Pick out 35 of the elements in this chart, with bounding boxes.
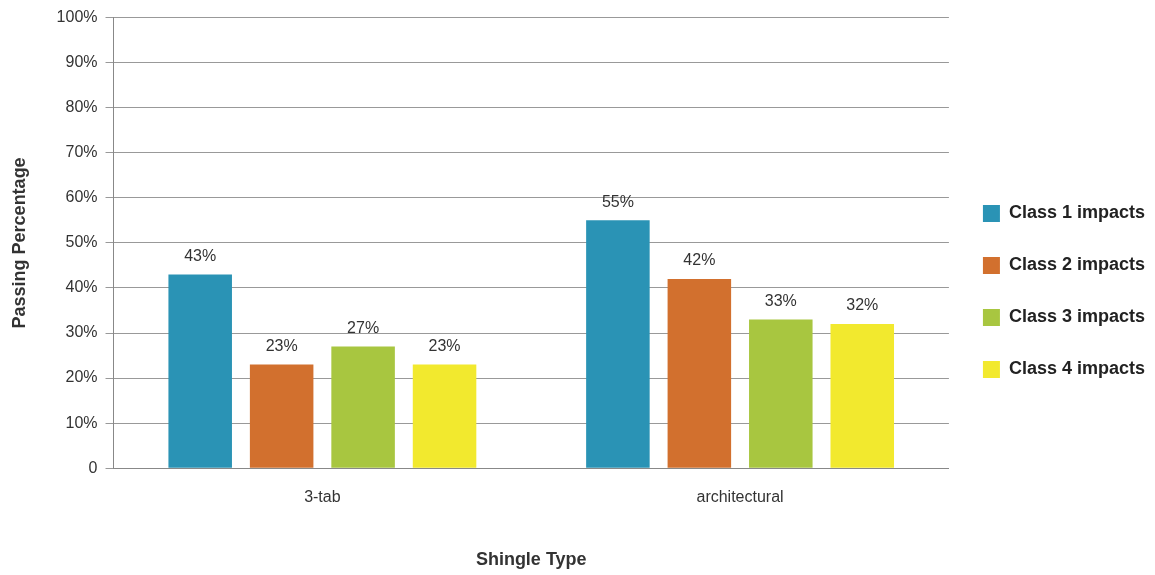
data-label: 27% [347,318,380,336]
data-label: 32% [846,296,879,314]
bar [168,274,232,468]
bar [249,364,314,468]
data-label: 23% [428,336,461,354]
data-label: 43% [184,246,217,264]
data-label: 23% [265,336,298,354]
y-tick-label: 30% [65,323,98,341]
y-tick-label: 90% [65,53,98,71]
y-tick-label: 70% [65,143,98,161]
bar [830,324,895,468]
bar [412,364,477,468]
x-tick-label: architectural [696,488,784,506]
bar [749,319,813,468]
legend-label: Class 1 impacts [1008,202,1146,223]
bar [586,220,650,468]
y-tick-label: 10% [65,413,98,431]
y-tick-label: 100% [56,8,98,26]
y-tick-label: 80% [65,98,98,116]
legend-label: Class 4 impacts [1008,358,1146,379]
data-label: 42% [683,251,716,269]
legend-label: Class 3 impacts [1008,306,1146,327]
legend-label: Class 2 impacts [1008,254,1146,275]
bar [667,278,732,468]
y-tick-label: 0 [88,458,98,476]
y-tick-label: 40% [65,278,98,296]
y-axis-title: Passing Percentage [8,157,29,329]
x-axis-title: Shingle Type [475,549,587,570]
x-tick-label: 3-tab [304,488,341,506]
y-tick-label: 20% [65,368,98,386]
bar [331,346,395,468]
data-label: 33% [764,291,797,309]
data-label: 55% [601,192,634,210]
y-tick-label: 50% [65,233,98,251]
y-tick-label: 60% [65,188,98,206]
